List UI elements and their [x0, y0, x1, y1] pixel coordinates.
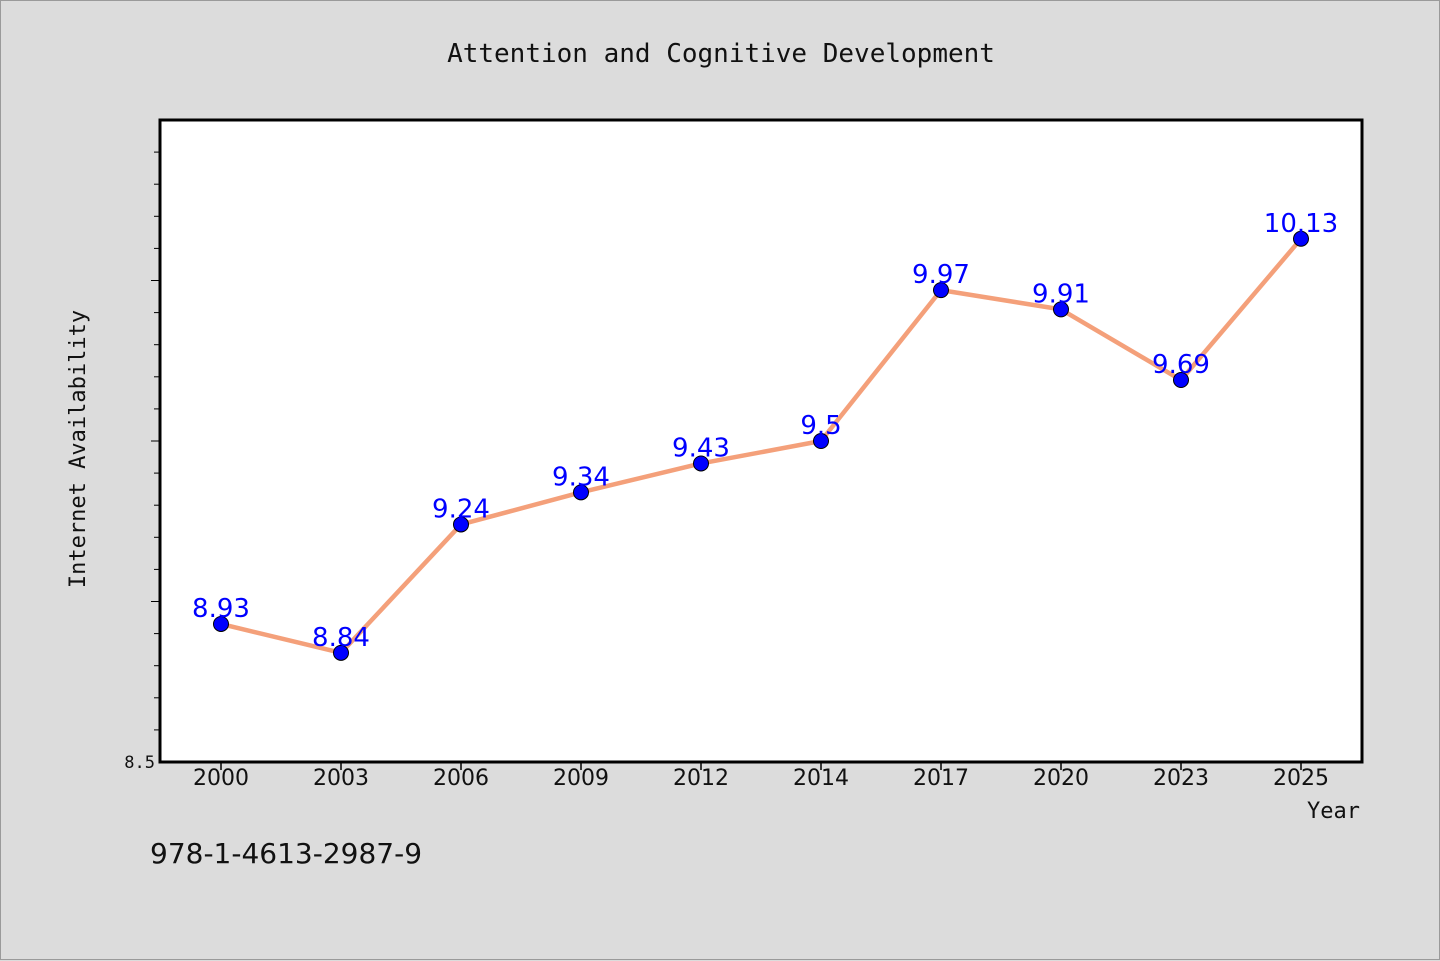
data-point	[333, 644, 349, 661]
data-label-group: 8.93 8.84 9.24 9.34 9.43 9.5 9.97 9.91 9.69 10.13	[192, 209, 1338, 653]
x-tick-label: 2020	[1033, 766, 1089, 791]
x-tick-label: 2025	[1273, 766, 1329, 791]
data-label: 9.24	[432, 494, 490, 524]
data-point	[213, 615, 229, 632]
y-axis-ticks: 8.5	[124, 151, 160, 773]
footer-isbn: 978-1-4613-2987-9	[150, 837, 422, 870]
x-tick-label: 2009	[553, 766, 609, 791]
x-tick-label: 2012	[673, 766, 729, 791]
data-label: 8.84	[312, 623, 370, 653]
x-tick-label: 2017	[913, 766, 969, 791]
data-label: 10.13	[1264, 209, 1338, 239]
series-line	[220, 237, 1303, 656]
data-label: 9.97	[912, 260, 970, 290]
data-point	[573, 484, 589, 501]
x-tick-label: 2006	[433, 766, 489, 791]
data-point	[453, 516, 469, 533]
data-label: 9.91	[1032, 279, 1090, 309]
data-point	[813, 433, 829, 449]
data-point	[693, 455, 709, 472]
x-tick-label: 2023	[1153, 766, 1209, 791]
y-axis-label: Internet Availability	[66, 310, 91, 588]
data-point	[933, 282, 949, 299]
series-group	[213, 230, 1309, 661]
plot-area	[158, 118, 1364, 764]
x-tick-label: 2014	[793, 766, 849, 791]
data-point	[1173, 372, 1189, 389]
chart-title: Attention and Cognitive Development	[447, 39, 995, 69]
y-tick-label: 8.5	[124, 753, 155, 773]
data-label: 9.34	[552, 462, 610, 492]
data-label: 9.69	[1152, 350, 1210, 380]
x-axis-ticks: 2000 2003 2006 2009 2012 2014 2017 2020 2023 2025	[193, 762, 1329, 791]
data-label: 8.93	[192, 594, 250, 624]
x-axis-label: Year	[1307, 799, 1360, 824]
data-point	[1053, 301, 1069, 318]
data-label: 9.5	[800, 411, 841, 441]
data-label: 9.43	[672, 433, 730, 463]
x-tick-label: 2000	[193, 766, 249, 791]
data-point	[1293, 230, 1309, 247]
x-tick-label: 2003	[313, 766, 369, 791]
